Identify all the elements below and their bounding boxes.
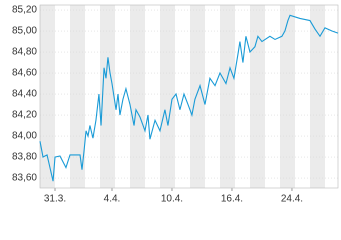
y-tick-label: 85,00 — [12, 26, 37, 37]
y-tick-label: 84,80 — [12, 47, 37, 58]
x-tick-label: 31.3. — [44, 194, 66, 205]
x-tick-label: 4.4. — [104, 194, 121, 205]
stripe — [280, 5, 295, 188]
stripe — [70, 5, 85, 188]
price-line — [39, 14, 339, 182]
stripe — [160, 5, 175, 188]
y-tick-label: 84,20 — [12, 110, 37, 121]
stripe — [100, 5, 115, 188]
x-tick-label: 10.4. — [161, 194, 183, 205]
x-tick-label: 16.4. — [221, 194, 243, 205]
y-tick-label: 84,40 — [12, 89, 37, 100]
stripe — [310, 5, 325, 188]
day-stripes — [40, 5, 325, 188]
y-tick-label: 85,20 — [12, 5, 37, 16]
stripe — [130, 5, 145, 188]
y-tick-label: 83,80 — [12, 152, 37, 163]
x-tick-label: 24.4. — [281, 194, 303, 205]
stripe — [190, 5, 205, 188]
stripe — [220, 5, 235, 188]
y-tick-label: 84,00 — [12, 131, 37, 142]
page: {"chart_data": {"type": "line", "x": [-1… — [11, 4, 339, 205]
chart: 83,60 83,80 84,00 84,20 84,40 84,60 84,80 85,00… — [12, 4, 339, 205]
stripe — [40, 5, 55, 188]
plot-frame — [39, 4, 339, 189]
y-tick-label: 84,60 — [12, 68, 37, 79]
stripe — [250, 5, 265, 188]
y-tick-label: 83,60 — [12, 173, 37, 184]
